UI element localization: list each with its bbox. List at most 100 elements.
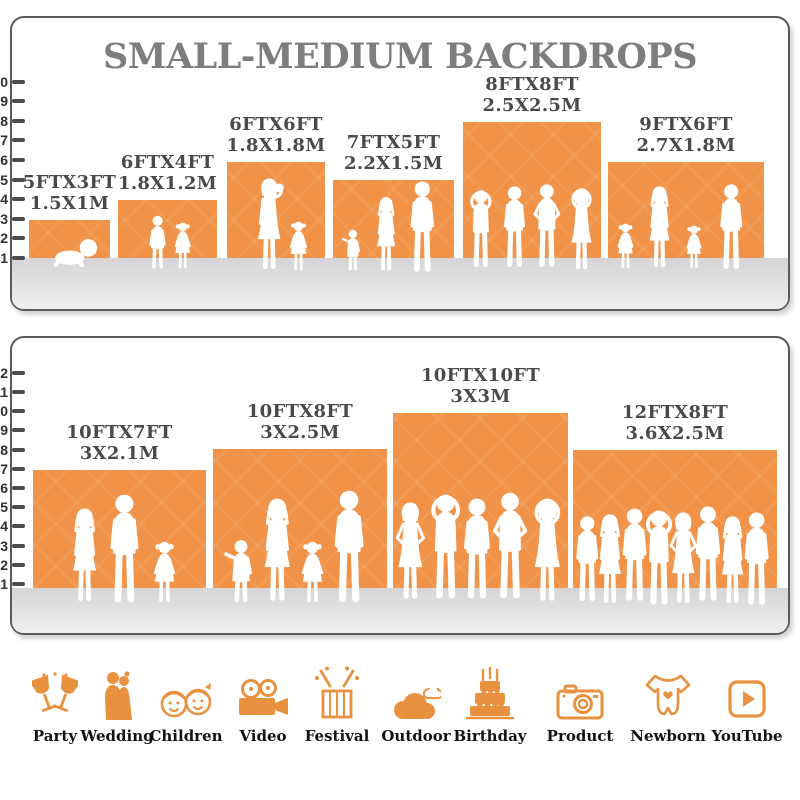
axis-tick-label: 10: [0, 403, 8, 420]
category-icon-box: [221, 660, 305, 720]
category-icon-box: [538, 660, 622, 720]
category-item-outdoor: Outdoor: [374, 660, 458, 745]
woman-silhouette: [68, 507, 101, 603]
category-label: Product: [546, 727, 614, 745]
axis-tick-label: 4: [0, 518, 8, 535]
axis-tick: [12, 390, 25, 394]
man-silhouette: [406, 180, 439, 274]
floor-area: [12, 258, 788, 309]
newborn-icon: [645, 672, 691, 720]
boy-silhouette: [145, 215, 170, 269]
backdrop-size-label: 12FTX8FT 3.6X2.5M: [565, 402, 785, 444]
size-meters-text: 2.7X1.8M: [636, 135, 736, 156]
axis-tick-label: 1: [0, 576, 8, 592]
backdrop-size-label: 10FTX10FT 3X3M: [371, 365, 591, 407]
youtube-icon: [726, 678, 768, 720]
girl-silhouette: [297, 541, 328, 603]
axis-tick-label: 8: [0, 112, 8, 129]
axis-tick: [12, 505, 25, 510]
category-item-party: Party: [13, 660, 97, 745]
girl-silhouette: [171, 222, 195, 269]
size-meters-text: 3X2.1M: [79, 443, 160, 464]
axis-tick: [12, 79, 25, 84]
backdrop-size-label: 6FTX4FT 1.8X1.2M: [58, 152, 278, 194]
category-icon-box: [144, 660, 228, 720]
axis-tick-label: 9: [0, 422, 8, 439]
axis-tick: [12, 158, 25, 162]
category-item-youtube: YouTube: [705, 660, 789, 745]
category-item-birthday: Birthday: [448, 660, 532, 745]
category-label: Party: [32, 727, 78, 745]
birthday-icon: [466, 666, 514, 720]
man-silhouette: [459, 497, 495, 601]
axis-tick: [12, 524, 25, 529]
festival-icon: [314, 666, 360, 720]
axis-tick-label: 8: [0, 441, 8, 458]
man-hands-on-hips-silhouette: [491, 491, 529, 601]
category-label: Outdoor: [381, 727, 451, 745]
woman-silhouette: [373, 196, 399, 272]
axis-tick-label: 4: [0, 191, 8, 208]
backdrop-size-label: 7FTX5FT 2.2X1.5M: [284, 132, 504, 174]
man-silhouette: [329, 489, 369, 605]
axis-tick-label: 2: [0, 556, 8, 573]
size-chart-panel-lower: 12345678910111210FTX7FT3X2.1M10FTX8FT3X2…: [0, 336, 790, 635]
category-item-newborn: Newborn: [626, 660, 710, 745]
category-item-wedding: Wedding: [75, 660, 159, 745]
category-icon-box: [295, 660, 379, 720]
size-feet-text: 7FTX5FT: [346, 132, 441, 153]
woman-holding-baby-silhouette: [253, 177, 286, 271]
man-silhouette: [105, 493, 144, 605]
floor-area: [12, 588, 788, 633]
girl-silhouette: [683, 225, 705, 269]
size-meters-text: 1.5X1M: [29, 193, 110, 214]
party-icon: [32, 672, 78, 720]
axis-tick-label: 10: [0, 73, 8, 90]
woman-silhouette: [645, 185, 674, 269]
size-feet-text: 5FTX3FT: [22, 172, 117, 193]
category-icon-box: [626, 660, 710, 720]
size-meters-text: 3X2.5M: [260, 422, 340, 443]
crawling-baby-silhouette: [47, 237, 102, 267]
axis-tick-label: 3: [0, 210, 8, 227]
woman-arms-up-silhouette: [529, 497, 566, 603]
toddler-silhouette: [223, 539, 258, 603]
axis-tick-label: 6: [0, 152, 8, 168]
category-label: Birthday: [453, 727, 527, 745]
backdrop-size-label: 10FTX8FT 3X2.5M: [190, 401, 410, 443]
category-item-video: Video: [221, 660, 305, 745]
man-silhouette: [740, 511, 773, 607]
size-chart-panel-upper: SMALL-MEDIUM BACKDROPS 1 2 3 4 5 6 7 8 9 10 5FTX3F…: [0, 16, 790, 311]
wedding-icon: [101, 670, 133, 720]
axis-tick-label: 1: [0, 250, 8, 266]
backdrop-size-label: 8FTX8FT 2.5X2.5M: [422, 74, 642, 116]
axis-tick: [12, 118, 25, 123]
category-icon-box: [448, 660, 532, 720]
backdrop-bar: [118, 200, 217, 258]
category-label: Newborn: [630, 727, 706, 745]
man-silhouette: [716, 183, 746, 271]
backdrop-size-label: 5FTX3FT 1.5X1M: [0, 172, 180, 214]
size-feet-text: 9FTX6FT: [639, 114, 733, 135]
axis-tick: [12, 138, 25, 143]
girl-silhouette: [149, 541, 180, 603]
category-icon-box: [705, 660, 789, 720]
axis-tick: [12, 256, 25, 260]
girl-silhouette: [286, 221, 311, 271]
axis-tick-label: 12: [0, 364, 8, 381]
axis-tick: [12, 543, 25, 548]
page-title: SMALL-MEDIUM BACKDROPS: [102, 36, 698, 77]
size-feet-text: 10FTX8FT: [246, 401, 354, 422]
axis-tick-label: 7: [0, 132, 8, 149]
girl-silhouette: [614, 223, 637, 269]
category-item-children: Children: [144, 660, 228, 745]
children-icon: [160, 682, 212, 720]
axis-tick-label: 5: [0, 499, 8, 516]
category-item-festival: Festival: [295, 660, 379, 745]
woman-silhouette: [259, 497, 296, 603]
axis-tick: [12, 428, 25, 433]
axis-tick: [12, 177, 25, 182]
axis-tick: [12, 409, 25, 414]
size-meters-text: 1.8X1.2M: [118, 173, 217, 194]
